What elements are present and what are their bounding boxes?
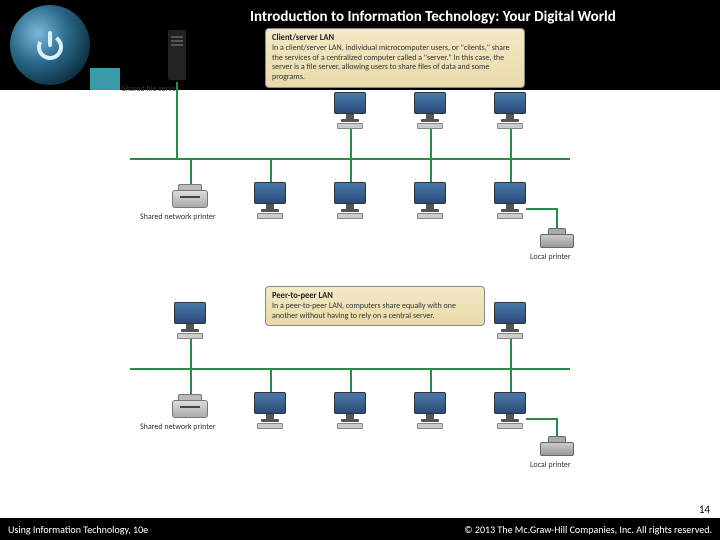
local-printer-icon (540, 228, 574, 250)
pc-icon (494, 392, 526, 426)
local-printer-label: Local printer (530, 252, 571, 262)
pc-icon (494, 92, 526, 126)
pc-icon (174, 302, 206, 336)
logo-disc (10, 5, 90, 85)
net-line (526, 208, 556, 210)
info-box-client-server: Client/server LAN In a client/server LAN… (265, 28, 525, 88)
net-line (430, 128, 432, 158)
server-label: Shared file server (122, 84, 179, 94)
net-line (510, 338, 512, 368)
shared-printer-icon (172, 182, 208, 208)
power-icon (32, 27, 68, 63)
footer-left: Using Information Technology, 10e (8, 523, 148, 536)
network-diagram: Client/server LAN In a client/server LAN… (110, 28, 650, 508)
pc-icon (254, 392, 286, 426)
pc-icon (334, 392, 366, 426)
footer-right: © 2013 The Mc.Graw-Hill Companies, Inc. … (464, 523, 712, 536)
info-box-peer-to-peer: Peer-to-peer LAN In a peer-to-peer LAN, … (265, 286, 485, 326)
shared-printer-label: Shared network printer (140, 422, 216, 432)
power-logo (10, 5, 90, 85)
local-printer-icon (540, 436, 574, 458)
pc-icon (414, 182, 446, 216)
shared-printer-icon (172, 392, 208, 418)
pc-icon (334, 92, 366, 126)
slide-footer: Using Information Technology, 10e © 2013… (0, 518, 720, 540)
slide-title: Introduction to Information Technology: … (250, 8, 616, 26)
net-line (350, 128, 352, 158)
pc-icon (494, 302, 526, 336)
pc-icon (414, 92, 446, 126)
info-box-body: In a peer-to-peer LAN, computers share e… (272, 302, 478, 321)
file-server-icon (168, 30, 186, 80)
net-line (510, 128, 512, 158)
net-line (176, 82, 178, 158)
pc-icon (334, 182, 366, 216)
page-number: 14 (699, 503, 710, 516)
net-line (190, 338, 192, 368)
info-box-body: In a client/server LAN, individual micro… (272, 44, 518, 82)
info-box-title: Client/server LAN (272, 33, 518, 43)
pc-icon (254, 182, 286, 216)
pc-icon (414, 392, 446, 426)
shared-printer-label: Shared network printer (140, 212, 216, 222)
net-line (526, 418, 556, 420)
local-printer-label: Local printer (530, 460, 571, 470)
info-box-title: Peer-to-peer LAN (272, 291, 478, 301)
pc-icon (494, 182, 526, 216)
